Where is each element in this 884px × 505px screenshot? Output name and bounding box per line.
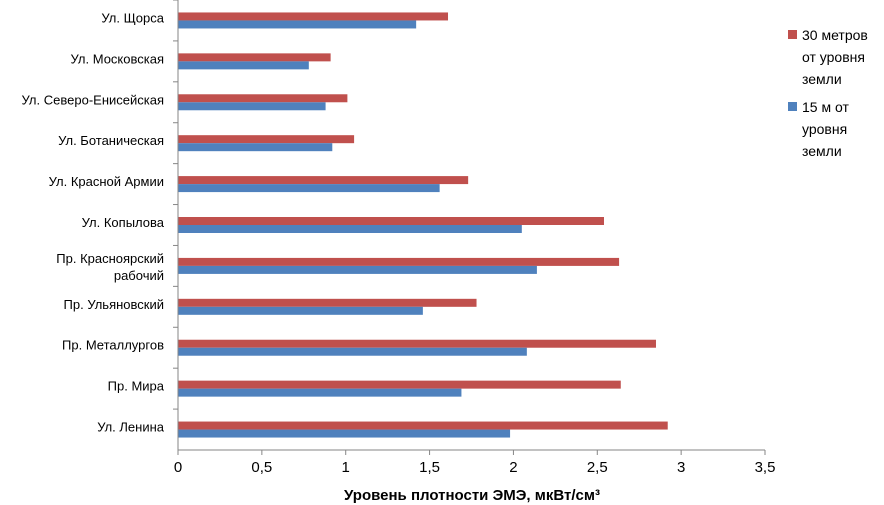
bar-30m-5 <box>178 217 604 225</box>
x-axis-title: Уровень плотности ЭМЭ, мкВт/см³ <box>344 487 600 504</box>
bar-30m-0 <box>178 12 449 21</box>
category-label: Пр. Мира <box>108 379 165 394</box>
bars-group <box>178 12 668 438</box>
category-label: Ул. Копылова <box>82 215 165 230</box>
category-label: Пр. Металлургов <box>62 338 164 353</box>
bar-15m-0 <box>178 20 417 29</box>
x-tick-label: 0 <box>174 459 182 476</box>
bar-30m-2 <box>178 94 348 103</box>
x-tick-label: 3 <box>677 459 685 476</box>
category-label: Пр. Красноярский рабочий <box>56 251 164 283</box>
x-tick-label: 3,5 <box>755 459 776 476</box>
legend-label-15m: 15 м от уровня земли <box>802 99 849 159</box>
legend-swatch-15m <box>788 102 797 111</box>
x-tick-label: 2,5 <box>587 459 608 476</box>
bar-15m-1 <box>178 61 309 70</box>
legend-item-15m: 15 м от уровня земли <box>788 96 884 162</box>
x-tick-label: 0,5 <box>251 459 272 476</box>
category-label: Ул. Северо-Енисейская <box>22 92 164 107</box>
bar-30m-1 <box>178 53 331 62</box>
bar-30m-9 <box>178 380 621 389</box>
bar-15m-2 <box>178 102 326 111</box>
bar-30m-6 <box>178 257 620 266</box>
legend-label-30m: 30 метров от уровня земли <box>802 27 868 87</box>
category-label: Ул. Ботаническая <box>58 133 164 148</box>
category-label: Ул. Московская <box>71 51 164 66</box>
bar-30m-7 <box>178 298 477 307</box>
bar-15m-8 <box>178 347 527 356</box>
bar-15m-10 <box>178 429 511 438</box>
labels-group: Ул. Щорса Ул. Московская Ул. Северо-Енисей… <box>22 10 776 476</box>
bar-15m-5 <box>178 225 522 233</box>
bar-30m-10 <box>178 421 668 430</box>
category-label: Ул. Красной Армии <box>49 174 164 189</box>
x-tick-label: 2 <box>509 459 517 476</box>
axes-group <box>173 0 766 455</box>
category-label: Ул. Ленина <box>97 420 165 435</box>
bar-15m-9 <box>178 388 462 397</box>
legend-swatch-30m <box>788 30 797 39</box>
x-tick-label: 1,5 <box>419 459 440 476</box>
bar-30m-8 <box>178 339 656 348</box>
legend: 30 метров от уровня земли 15 м от уровня… <box>788 24 884 168</box>
bar-30m-3 <box>178 135 355 144</box>
bar-15m-4 <box>178 184 440 193</box>
bar-30m-4 <box>178 176 469 185</box>
bar-15m-6 <box>178 265 537 274</box>
category-label: Ул. Щорса <box>101 10 164 25</box>
legend-item-30m: 30 метров от уровня земли <box>788 24 884 90</box>
bar-15m-7 <box>178 306 423 315</box>
category-label: Пр. Ульяновский <box>64 297 164 312</box>
bar-15m-3 <box>178 143 333 152</box>
x-tick-label: 1 <box>342 459 350 476</box>
